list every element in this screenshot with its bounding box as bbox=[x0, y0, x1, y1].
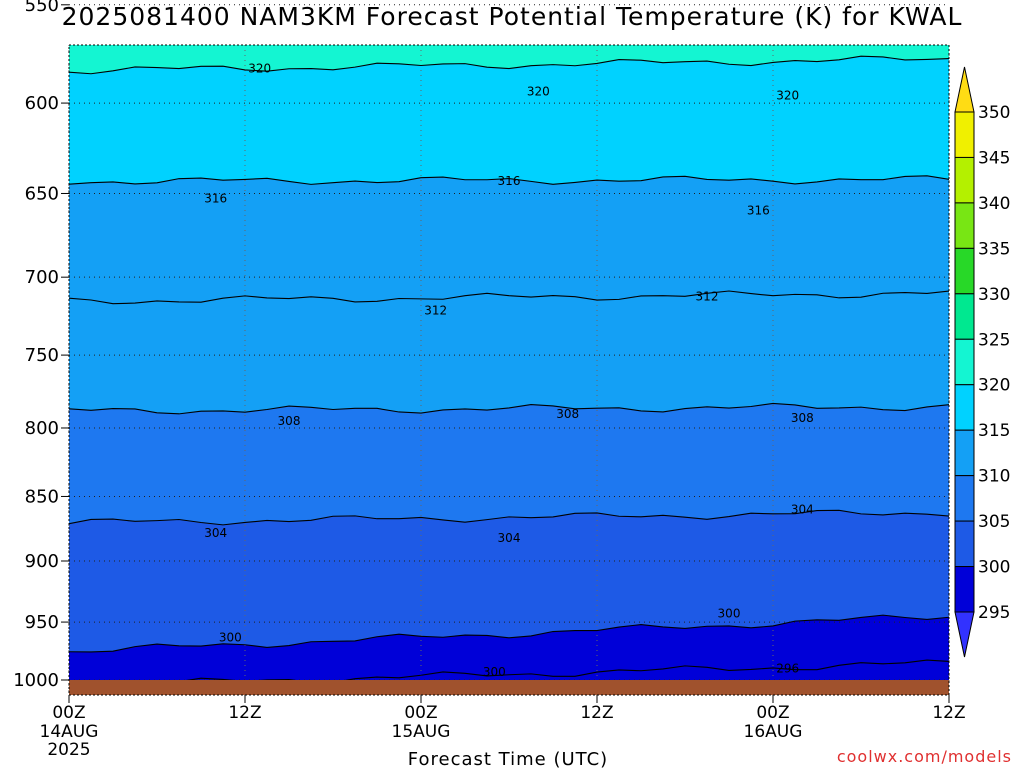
t-tick-label-36: 12Z bbox=[580, 703, 613, 723]
colorbar-label-295: 295 bbox=[978, 603, 1010, 623]
colorbar-swatch-345 bbox=[954, 111, 975, 158]
chart-title: 2025081400 NAM3KM Forecast Potential Tem… bbox=[61, 2, 963, 31]
p-tick-label-900: 900 bbox=[25, 551, 59, 572]
t-tick-label-48: 00Z bbox=[756, 703, 789, 723]
colorbar-swatch-335 bbox=[954, 202, 975, 249]
colorbar-top-arrow bbox=[954, 66, 975, 113]
isentrope-296 bbox=[69, 659, 949, 690]
p-tick-label-600: 600 bbox=[25, 93, 59, 114]
contour-label-304: 304 bbox=[791, 503, 814, 517]
contour-label-304: 304 bbox=[204, 526, 227, 540]
contour-label-312: 312 bbox=[696, 289, 719, 303]
theta-color-bands bbox=[69, 0, 949, 695]
p-tick-label-950: 950 bbox=[25, 612, 59, 633]
contour-label-300: 300 bbox=[718, 607, 741, 621]
p-tick-label-550: 550 bbox=[25, 0, 59, 16]
isentrope-contours bbox=[69, 55, 949, 690]
colorbar-swatch-310 bbox=[954, 429, 975, 477]
p-tick-label-850: 850 bbox=[25, 486, 59, 507]
band-312 bbox=[69, 175, 949, 304]
contour-label-296: 296 bbox=[776, 662, 799, 676]
contour-label-316: 316 bbox=[204, 192, 227, 206]
p-tick-label-800: 800 bbox=[25, 418, 59, 439]
colorbar-label-320: 320 bbox=[978, 376, 1010, 396]
ground-terrain bbox=[69, 680, 949, 695]
isentrope-300 bbox=[69, 614, 949, 653]
colorbar-swatch-295 bbox=[954, 566, 975, 613]
t-tick-label-12: 12Z bbox=[228, 703, 261, 723]
band-304 bbox=[69, 403, 949, 525]
contour-label-308: 308 bbox=[791, 411, 814, 425]
contour-label-320: 320 bbox=[527, 85, 550, 99]
isentrope-308 bbox=[69, 402, 949, 415]
p-tick-label-700: 700 bbox=[25, 267, 59, 288]
t-date-label-24: 15AUG bbox=[392, 722, 451, 742]
contour-label-320: 320 bbox=[776, 89, 799, 103]
colorbar-label-330: 330 bbox=[978, 285, 1010, 305]
colorbar: 295 300 305 310 315 320 325 330 335 340 345 350 bbox=[954, 66, 1010, 658]
colorbar-swatch-300 bbox=[954, 520, 975, 568]
t-year-label-0: 2025 bbox=[47, 740, 90, 760]
contour-label-300: 300 bbox=[483, 665, 506, 679]
colorbar-bottom-arrow bbox=[954, 611, 975, 658]
band-300 bbox=[69, 510, 949, 652]
isentrope-320 bbox=[69, 55, 949, 75]
colorbar-label-340: 340 bbox=[978, 194, 1010, 214]
site-credit: coolwx.com/models bbox=[836, 747, 1012, 766]
colorbar-label-345: 345 bbox=[978, 148, 1010, 168]
band-308 bbox=[69, 291, 949, 414]
t-tick-label-0: 00Z bbox=[52, 703, 85, 723]
colorbar-label-350: 350 bbox=[978, 103, 1010, 123]
contour-label-304: 304 bbox=[498, 531, 521, 545]
contour-label-320: 320 bbox=[248, 62, 271, 76]
band-top bbox=[69, 0, 949, 45]
isentrope-312 bbox=[69, 290, 949, 305]
x-axis-label: Forecast Time (UTC) bbox=[408, 749, 608, 768]
colorbar-label-300: 300 bbox=[978, 558, 1010, 578]
contour-label-312: 312 bbox=[424, 304, 447, 318]
band-320 bbox=[69, 45, 949, 74]
t-date-label-48: 16AUG bbox=[744, 722, 803, 742]
p-tick-label-1000: 1000 bbox=[13, 670, 59, 691]
colorbar-swatch-325 bbox=[954, 293, 975, 340]
plot-frame bbox=[68, 44, 950, 696]
band-316 bbox=[69, 56, 949, 185]
colorbar-swatch-320 bbox=[954, 338, 975, 386]
isentrope-304 bbox=[69, 509, 949, 526]
colorbar-swatch-340 bbox=[954, 156, 975, 204]
t-tick-label-60: 12Z bbox=[932, 703, 965, 723]
colorbar-label-305: 305 bbox=[978, 512, 1010, 532]
colorbar-label-315: 315 bbox=[978, 421, 1010, 441]
contour-label-300: 300 bbox=[219, 630, 242, 644]
colorbar-label-325: 325 bbox=[978, 330, 1010, 350]
contour-label-308: 308 bbox=[556, 407, 579, 421]
colorbar-swatch-330 bbox=[954, 247, 975, 295]
p-tick-label-750: 750 bbox=[25, 345, 59, 366]
contour-label-316: 316 bbox=[747, 204, 770, 218]
t-date-label-0: 14AUG bbox=[40, 722, 99, 742]
isentrope-316 bbox=[69, 175, 949, 185]
colorbar-label-310: 310 bbox=[978, 467, 1010, 487]
colorbar-swatch-315 bbox=[954, 384, 975, 431]
pressure-axis: 2503003504004505005506006507007508008509… bbox=[13, 0, 69, 691]
contour-labels: 3483483443443403403403363363323323323283… bbox=[204, 62, 814, 679]
colorbar-label-335: 335 bbox=[978, 239, 1010, 259]
colorbar-swatch-305 bbox=[954, 475, 975, 522]
contour-label-308: 308 bbox=[278, 414, 301, 428]
t-tick-label-24: 00Z bbox=[404, 703, 437, 723]
p-tick-label-650: 650 bbox=[25, 183, 59, 204]
contour-label-316: 316 bbox=[498, 174, 521, 188]
